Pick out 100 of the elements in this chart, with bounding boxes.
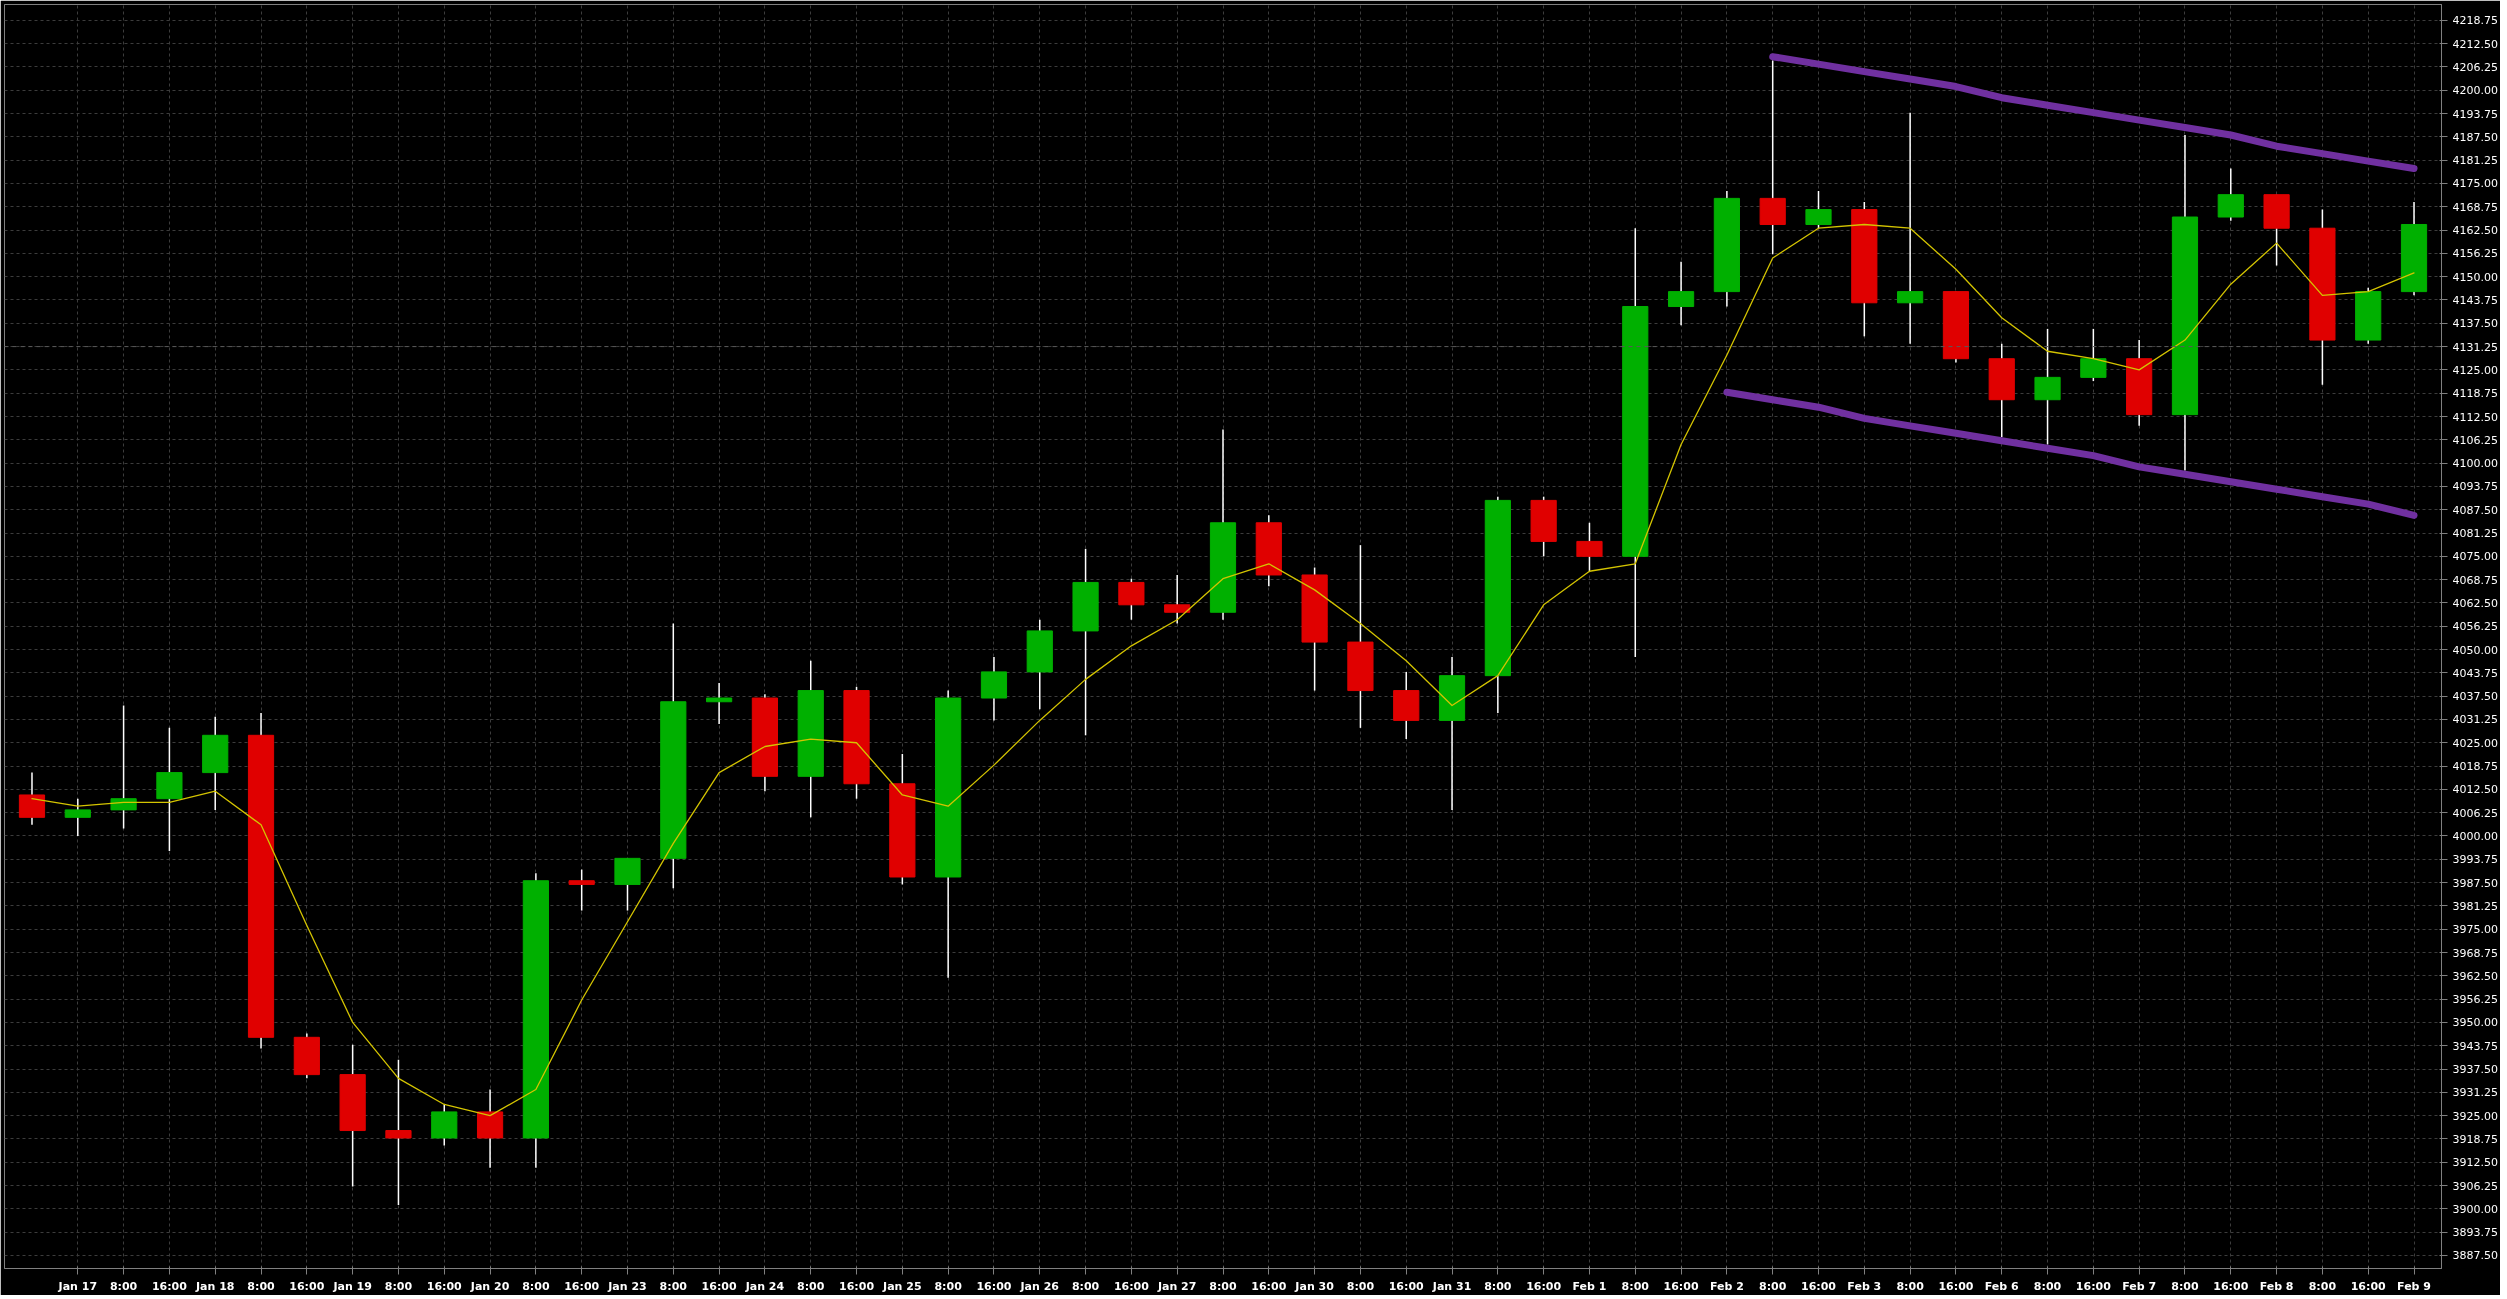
x-tick-label: Feb 6: [1984, 1279, 2020, 1293]
x-tick-label: Jan 31: [1431, 1279, 1472, 1293]
y-tick-label: 4081.25: [2452, 527, 2498, 541]
x-tick-label: 16:00: [2075, 1279, 2112, 1293]
y-tick-label: 4062.50: [2452, 596, 2498, 610]
y-tick-label: 4025.00: [2452, 736, 2498, 750]
y-tick-label: 3975.00: [2452, 923, 2498, 937]
y-tick-label: 4143.75: [2452, 293, 2498, 307]
y-tick-label: 3987.50: [2452, 876, 2498, 890]
x-tick-label: 16:00: [2350, 1279, 2387, 1293]
x-tick-label: 16:00: [1801, 1279, 1837, 1293]
x-tick-label: Feb 8: [2259, 1279, 2294, 1293]
x-tick-label: 8:00: [109, 1279, 138, 1293]
y-tick-label: 4012.50: [2452, 783, 2498, 797]
y-tick-label: 3950.00: [2452, 1016, 2498, 1030]
x-tick-label: Jan 27: [1156, 1279, 1197, 1293]
x-tick-label: Feb 1: [1572, 1279, 1607, 1293]
y-tick-label: 4125.00: [2452, 363, 2498, 377]
y-tick-label: 3925.00: [2452, 1109, 2498, 1123]
y-tick-label: 4131.25: [2452, 340, 2498, 354]
y-tick-label: 4175.00: [2452, 177, 2498, 191]
x-tick-label: 16:00: [151, 1279, 188, 1293]
x-tick-label: 8:00: [659, 1279, 688, 1293]
y-tick-label: 4093.75: [2452, 480, 2498, 494]
x-tick-label: 8:00: [1209, 1279, 1238, 1293]
y-tick-label: 4043.75: [2452, 666, 2498, 680]
x-tick-label: Feb 3: [1847, 1279, 1882, 1293]
x-tick-label: 8:00: [1346, 1279, 1375, 1293]
x-tick-label: 8:00: [384, 1279, 413, 1293]
y-tick-label: 4031.25: [2452, 713, 2498, 727]
y-tick-label: 4162.50: [2452, 224, 2498, 238]
candlestick: [110, 704, 137, 830]
x-tick-label: Jan 24: [744, 1279, 785, 1293]
y-tick-label: 3893.75: [2452, 1226, 2498, 1240]
x-tick-label: 8:00: [2171, 1279, 2199, 1293]
x-tick-label: 8:00: [2308, 1279, 2337, 1293]
x-tick-label: Jan 26: [1019, 1279, 1060, 1293]
y-tick-label: 3937.50: [2452, 1063, 2498, 1077]
x-tick-label: 16:00: [1526, 1279, 1562, 1293]
x-tick-label: Jan 25: [882, 1279, 922, 1293]
y-tick-label: 3912.50: [2452, 1156, 2498, 1170]
y-tick-label: 4106.25: [2452, 433, 2498, 447]
y-tick-label: 3900.00: [2452, 1202, 2498, 1216]
x-tick-label: 8:00: [522, 1279, 550, 1293]
y-tick-label: 4187.50: [2452, 130, 2498, 144]
y-tick-label: 4218.75: [2452, 14, 2498, 28]
x-tick-label: Jan 30: [1294, 1279, 1335, 1293]
y-tick-label: 4137.50: [2452, 317, 2498, 331]
y-tick-label: 3906.25: [2452, 1179, 2498, 1193]
x-tick-label: 16:00: [1113, 1279, 1150, 1293]
x-tick-label: 16:00: [2213, 1279, 2249, 1293]
y-tick-label: 4212.50: [2452, 37, 2498, 51]
x-tick-label: Jan 19: [332, 1279, 372, 1293]
y-tick-label: 4112.50: [2452, 410, 2498, 424]
y-tick-label: 3918.75: [2452, 1132, 2498, 1146]
x-tick-label: 16:00: [426, 1279, 463, 1293]
x-tick-label: 8:00: [1759, 1279, 1787, 1293]
candlestick: [568, 868, 595, 912]
y-tick-label: 4075.00: [2452, 550, 2498, 564]
x-tick-label: Feb 9: [2397, 1279, 2431, 1293]
x-tick-label: 8:00: [797, 1279, 825, 1293]
y-tick-label: 4037.50: [2452, 690, 2498, 704]
x-tick-label: Feb 7: [2122, 1279, 2157, 1293]
x-tick-label: Jan 17: [57, 1279, 98, 1293]
y-tick-label: 3968.75: [2452, 946, 2498, 960]
x-tick-label: Feb 2: [1709, 1279, 1744, 1293]
x-tick-label: 8:00: [2033, 1279, 2062, 1293]
y-tick-label: 3943.75: [2452, 1039, 2498, 1053]
candlestick: [1897, 111, 1924, 345]
y-tick-label: 4018.75: [2452, 760, 2498, 774]
x-tick-label: 16:00: [1388, 1279, 1425, 1293]
x-tick-label: Jan 20: [469, 1279, 510, 1293]
x-tick-label: 16:00: [564, 1279, 600, 1293]
y-tick-label: 3981.25: [2452, 899, 2498, 913]
x-tick-label: 8:00: [247, 1279, 276, 1293]
x-tick-label: 16:00: [839, 1279, 875, 1293]
x-tick-label: 8:00: [934, 1279, 963, 1293]
x-tick-label: 16:00: [976, 1279, 1012, 1293]
y-tick-label: 4150.00: [2452, 270, 2498, 284]
y-tick-label: 4168.75: [2452, 200, 2498, 214]
y-tick-label: 4206.25: [2452, 60, 2498, 74]
y-tick-label: 4087.50: [2452, 503, 2498, 517]
y-tick-label: 4118.75: [2452, 387, 2498, 401]
y-tick-label: 4050.00: [2452, 643, 2498, 657]
y-tick-label: 4056.25: [2452, 620, 2498, 634]
x-tick-label: Jan 18: [194, 1279, 235, 1293]
candlestick: [706, 682, 733, 725]
x-tick-label: Jan 23: [607, 1279, 647, 1293]
y-tick-label: 4006.25: [2452, 806, 2498, 820]
y-tick-label: 4181.25: [2452, 154, 2498, 168]
candlestick: [385, 1058, 412, 1206]
y-tick-label: 3887.50: [2452, 1249, 2498, 1263]
y-tick-label: 3993.75: [2452, 853, 2498, 867]
y-tick-label: 3931.25: [2452, 1086, 2498, 1100]
x-tick-label: 16:00: [1663, 1279, 1699, 1293]
y-tick-label: 4156.25: [2452, 247, 2498, 261]
x-tick-label: 16:00: [289, 1279, 325, 1293]
x-tick-label: 16:00: [1251, 1279, 1287, 1293]
y-tick-label: 4000.00: [2452, 829, 2498, 843]
x-tick-label: 8:00: [1621, 1279, 1650, 1293]
